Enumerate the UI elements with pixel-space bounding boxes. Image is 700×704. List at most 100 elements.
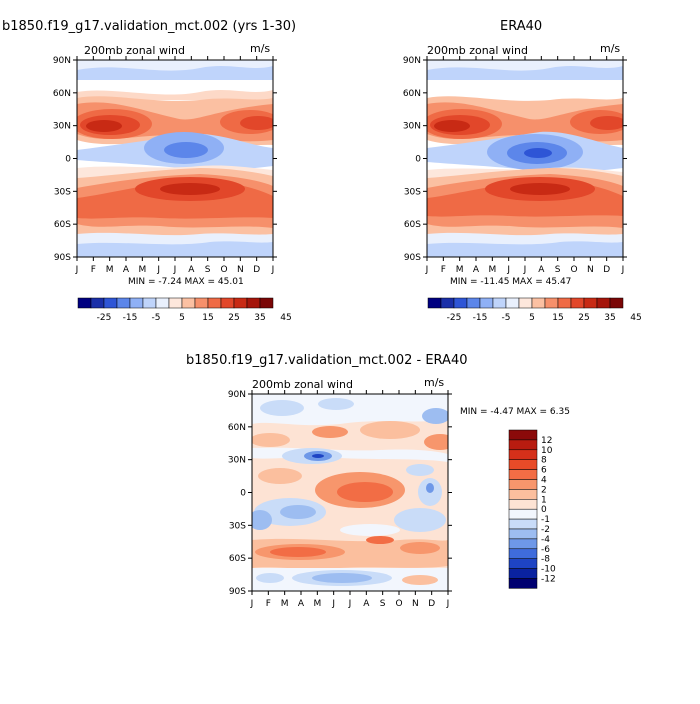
model-colorbar-swatch (194, 297, 209, 309)
panel-diff-y-ticks: 90N 60N 30N 0 30S 60S 90S (228, 390, 452, 597)
model-x-tick-label: O (220, 265, 227, 275)
model-colorbar-swatch (103, 297, 118, 309)
panel-model-heatmap (77, 60, 273, 257)
panel-obs-colorbar: -25 -15 -5 5 15 25 35 45 (427, 297, 642, 323)
diff-x-tick-label: A (298, 599, 305, 609)
obs-x-tick-label: J (621, 265, 625, 275)
obs-colorbar-swatch (427, 297, 442, 309)
diff-x-tick-label: O (395, 599, 402, 609)
model-x-tick-label: M (106, 265, 114, 275)
obs-y-tick-label: 60S (404, 220, 421, 230)
obs-x-tick-label: O (570, 265, 577, 275)
panel-obs-title: ERA40 (500, 19, 542, 34)
obs-x-tick-label: J (425, 265, 429, 275)
obs-colorbar-swatch (531, 297, 546, 309)
diff-x-tick-label: F (266, 599, 271, 609)
panel-model-y-ticks: 90N 60N 30N 0 30S 60S 90S (53, 56, 277, 263)
model-x-tick-label: A (188, 265, 195, 275)
model-y-tick-label: 90S (54, 253, 71, 263)
diff-y-tick-label: 60S (229, 554, 246, 564)
diff-colorbar-label: 0 (541, 505, 547, 515)
diff-colorbar-label: -8 (541, 555, 550, 565)
diff-colorbar-swatch (508, 439, 538, 451)
obs-colorbar-swatch (479, 297, 494, 309)
model-x-tick-label: A (123, 265, 130, 275)
diff-x-tick-label: J (348, 599, 352, 609)
model-colorbar-label: 25 (228, 313, 239, 323)
model-x-tick-label: M (138, 265, 146, 275)
panel-model-colorbar: -25 -15 -5 5 15 25 35 45 (77, 297, 292, 323)
diff-colorbar-label: 8 (541, 456, 547, 466)
obs-x-tick-label: N (587, 265, 594, 275)
panel-diff-subtitle: 200mb zonal wind (252, 378, 353, 391)
model-x-tick-label: J (156, 265, 160, 275)
obs-colorbar-label: 45 (630, 313, 641, 323)
model-y-tick-label: 90N (53, 56, 71, 66)
model-colorbar-swatch (142, 297, 157, 309)
model-y-tick-label: 0 (65, 155, 71, 165)
obs-colorbar-label: 35 (604, 313, 615, 323)
obs-y-tick-label: 30N (403, 122, 421, 132)
model-x-tick-label: J (75, 265, 79, 275)
diff-colorbar-swatch (508, 508, 538, 520)
panel-obs-heatmap (427, 60, 623, 257)
panel-model-units: m/s (250, 42, 270, 55)
obs-y-tick-label: 90S (404, 253, 421, 263)
obs-colorbar-label: 5 (529, 313, 535, 323)
obs-y-tick-label: 60N (403, 89, 421, 99)
model-y-tick-label: 60S (54, 220, 71, 230)
model-x-tick-label: N (237, 265, 244, 275)
panel-model-stats: MIN = -7.24 MAX = 45.01 (128, 277, 244, 287)
diff-colorbar-swatch (508, 558, 538, 569)
model-x-tick-label: S (205, 265, 211, 275)
model-x-tick-label: F (91, 265, 96, 275)
panel-obs-y-ticks: 90N 60N 30N 0 30S 60S 90S (403, 56, 627, 263)
panel-obs: ERA40 200mb zonal wind m/s (403, 19, 642, 323)
diff-colorbar-swatch (508, 459, 538, 470)
diff-colorbar-label: -12 (541, 575, 556, 585)
diff-colorbar-swatch (508, 568, 538, 579)
diff-colorbar-label: -6 (541, 545, 550, 555)
obs-colorbar-label: -25 (447, 313, 462, 323)
panel-diff-stats: MIN = -4.47 MAX = 6.35 (460, 407, 570, 417)
obs-colorbar-swatch (544, 297, 559, 309)
obs-y-tick-label: 90N (403, 56, 421, 66)
model-y-tick-label: 60N (53, 89, 71, 99)
panel-obs-subtitle: 200mb zonal wind (427, 44, 528, 57)
diff-x-tick-label: M (313, 599, 321, 609)
panel-diff-units: m/s (424, 376, 444, 389)
diff-x-tick-label: J (331, 599, 335, 609)
diff-colorbar-label: 10 (541, 446, 553, 456)
diff-x-tick-label: S (380, 599, 386, 609)
diff-colorbar-label: 6 (541, 466, 547, 476)
model-colorbar-label: 45 (280, 313, 291, 323)
diff-colorbar-swatch (508, 518, 538, 530)
diff-colorbar-swatch (508, 479, 538, 490)
obs-colorbar-swatch (557, 297, 572, 309)
panel-diff-heatmap (252, 394, 448, 591)
diff-colorbar-swatch (508, 469, 538, 480)
obs-colorbar-label: 15 (552, 313, 563, 323)
obs-x-tick-label: F (441, 265, 446, 275)
obs-colorbar-swatch (466, 297, 481, 309)
panel-model-subtitle: 200mb zonal wind (84, 44, 185, 57)
model-x-tick-label: J (271, 265, 275, 275)
obs-colorbar-swatch (609, 297, 624, 309)
model-colorbar-swatch (220, 297, 235, 309)
model-colorbar-swatch (90, 297, 105, 309)
obs-colorbar-label: -15 (473, 313, 488, 323)
obs-colorbar-swatch (518, 297, 533, 309)
diff-y-tick-label: 30N (228, 456, 246, 466)
model-y-tick-label: 30S (54, 187, 71, 197)
diff-colorbar-label: 2 (541, 485, 547, 495)
diff-x-tick-label: D (428, 599, 435, 609)
obs-colorbar-swatch (570, 297, 585, 309)
model-colorbar-label: -15 (123, 313, 138, 323)
model-colorbar-swatch (181, 297, 196, 309)
obs-x-tick-label: A (473, 265, 480, 275)
obs-x-tick-label: J (506, 265, 510, 275)
